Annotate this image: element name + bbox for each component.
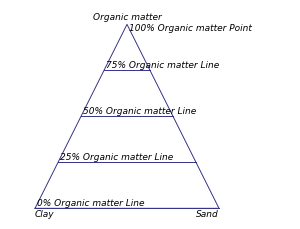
Text: Sand: Sand (196, 210, 219, 219)
Text: 25% Organic matter Line: 25% Organic matter Line (60, 153, 173, 162)
Text: Clay: Clay (35, 210, 55, 219)
Text: 0% Organic matter Line: 0% Organic matter Line (37, 199, 144, 208)
Text: Organic matter: Organic matter (93, 13, 161, 22)
Text: 75% Organic matter Line: 75% Organic matter Line (106, 61, 219, 70)
Text: 50% Organic matter Line: 50% Organic matter Line (83, 107, 196, 116)
Text: 100% Organic matter Point: 100% Organic matter Point (129, 24, 252, 33)
